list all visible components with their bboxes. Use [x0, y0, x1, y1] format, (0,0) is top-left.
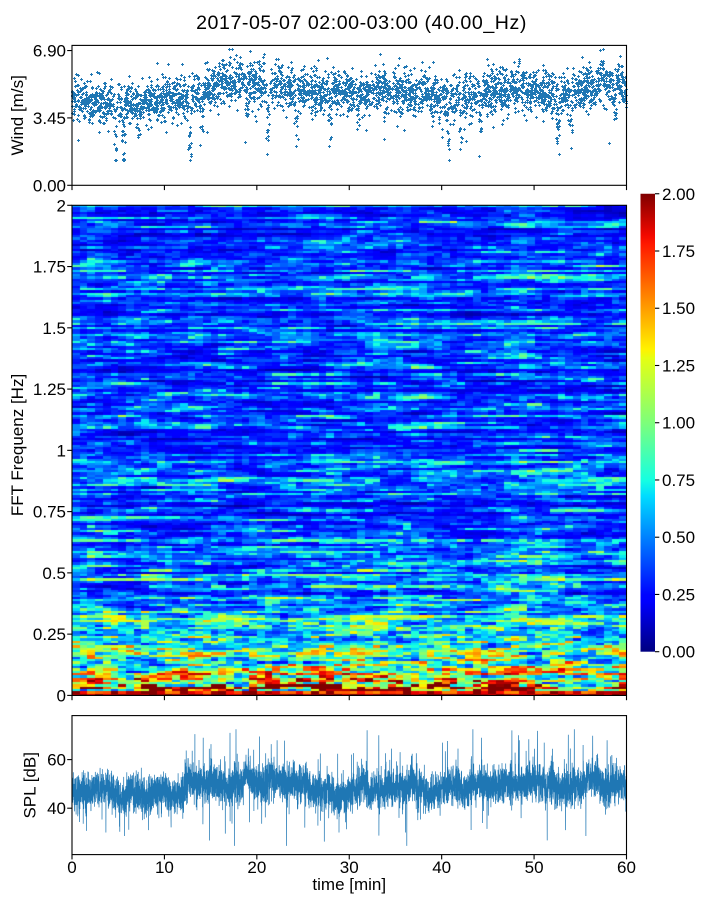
svg-text:60: 60	[617, 858, 636, 877]
svg-text:0: 0	[57, 686, 66, 705]
svg-text:2017-05-07 02:00-03:00 (40.00_: 2017-05-07 02:00-03:00 (40.00_Hz)	[196, 12, 527, 34]
svg-text:FFT Frequenz [Hz]: FFT Frequenz [Hz]	[8, 374, 27, 516]
svg-text:0.00: 0.00	[662, 643, 695, 662]
svg-text:1.25: 1.25	[33, 380, 66, 399]
svg-text:2.00: 2.00	[662, 185, 695, 204]
svg-text:40: 40	[432, 858, 451, 877]
svg-text:6.90: 6.90	[33, 42, 66, 61]
svg-text:time [min]: time [min]	[312, 875, 386, 894]
svg-text:0.00: 0.00	[33, 176, 66, 195]
svg-text:1.75: 1.75	[33, 258, 66, 277]
svg-text:1.75: 1.75	[662, 242, 695, 261]
svg-text:1.00: 1.00	[662, 414, 695, 433]
svg-text:0.75: 0.75	[662, 471, 695, 490]
svg-text:60: 60	[47, 751, 66, 770]
svg-text:1: 1	[57, 441, 66, 460]
svg-text:0.25: 0.25	[662, 586, 695, 605]
svg-text:20: 20	[247, 858, 266, 877]
svg-text:3.45: 3.45	[33, 109, 66, 128]
svg-text:30: 30	[340, 858, 359, 877]
svg-text:0.75: 0.75	[33, 503, 66, 522]
svg-text:40: 40	[47, 799, 66, 818]
svg-text:Wind [m/s]: Wind [m/s]	[8, 75, 27, 155]
svg-text:1.25: 1.25	[662, 357, 695, 376]
svg-text:0.25: 0.25	[33, 625, 66, 644]
svg-text:1.50: 1.50	[662, 299, 695, 318]
svg-text:10: 10	[155, 858, 174, 877]
svg-text:0: 0	[67, 858, 76, 877]
svg-text:0.50: 0.50	[662, 528, 695, 547]
svg-text:2: 2	[57, 196, 66, 215]
svg-text:0.5: 0.5	[42, 564, 66, 583]
svg-text:SPL [dB]: SPL [dB]	[21, 752, 40, 818]
svg-text:1.5: 1.5	[42, 319, 66, 338]
svg-text:50: 50	[525, 858, 544, 877]
